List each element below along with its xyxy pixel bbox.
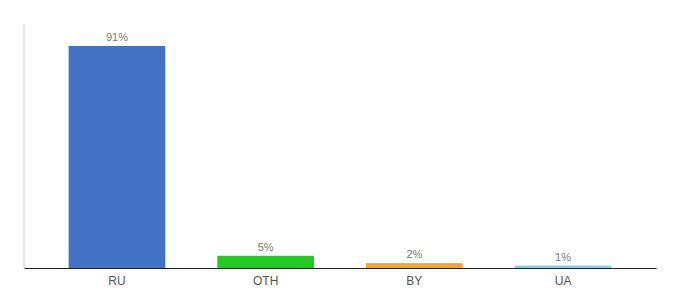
bar bbox=[69, 46, 166, 268]
bar bbox=[366, 263, 463, 268]
x-tick-label: OTH bbox=[253, 274, 278, 288]
x-tick: UA bbox=[555, 268, 572, 288]
x-axis-line bbox=[25, 268, 657, 269]
x-tick-label: BY bbox=[406, 274, 422, 288]
data-labels: 91% 5% 2% 1% bbox=[106, 31, 571, 263]
bar bbox=[515, 266, 612, 268]
x-tick: BY bbox=[406, 268, 422, 288]
x-axis: RU OTH BY UA bbox=[25, 268, 657, 288]
x-tick-label: UA bbox=[555, 274, 572, 288]
bars bbox=[69, 46, 612, 268]
x-tick-label: RU bbox=[108, 274, 125, 288]
plot-area: RU OTH BY UA 91% 5% 2% 1% bbox=[24, 24, 657, 288]
data-label: 5% bbox=[258, 241, 274, 253]
bar bbox=[217, 256, 314, 268]
y-axis-line bbox=[24, 24, 25, 268]
data-label: 1% bbox=[555, 251, 571, 263]
x-tick: OTH bbox=[253, 268, 278, 288]
data-label: 91% bbox=[106, 31, 128, 43]
chart-svg: RU OTH BY UA 91% 5% 2% 1% bbox=[0, 0, 680, 300]
data-label: 2% bbox=[406, 248, 422, 260]
x-tick: RU bbox=[108, 268, 125, 288]
chart-container: RU OTH BY UA 91% 5% 2% 1% bbox=[0, 0, 680, 300]
